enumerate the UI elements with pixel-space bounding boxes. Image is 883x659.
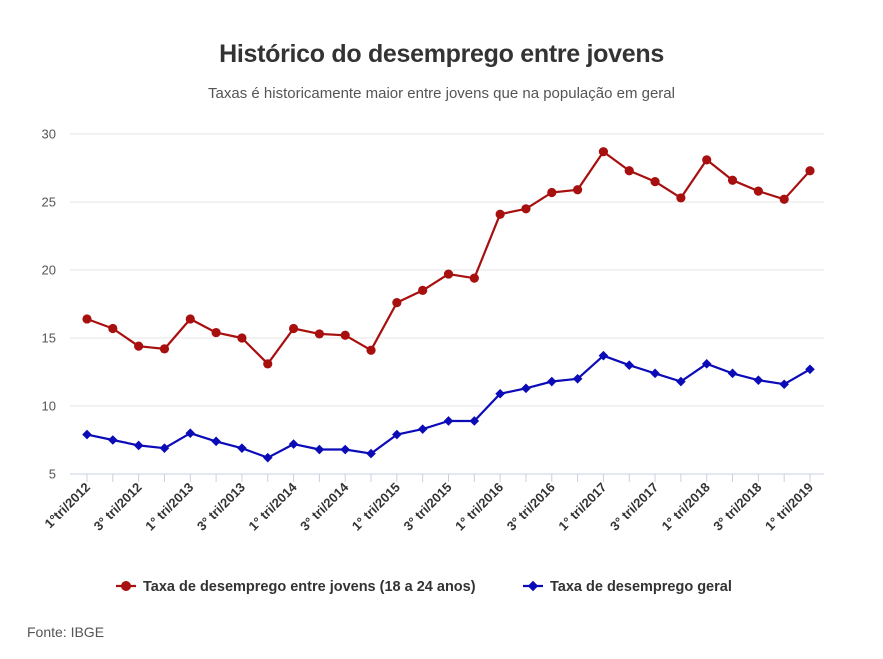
x-tick-label: 1° tri/2014 <box>246 479 301 534</box>
x-tick-label: 1° tri/2015 <box>349 480 403 534</box>
data-point <box>443 416 454 426</box>
data-point <box>263 359 273 369</box>
chart-subtitle: Taxas é historicamente maior entre joven… <box>208 85 675 102</box>
data-point <box>495 209 505 219</box>
data-point <box>573 185 583 195</box>
y-tick-label: 10 <box>42 399 56 414</box>
data-point <box>417 424 428 434</box>
x-tick-label: 3° tri/2016 <box>504 480 558 534</box>
data-point <box>392 429 402 440</box>
data-point <box>82 429 92 440</box>
data-point <box>572 374 583 384</box>
y-tick-label: 15 <box>42 331 56 346</box>
x-tick-label: 3° tri/2012 <box>91 480 145 534</box>
data-point <box>418 285 428 295</box>
data-point <box>366 345 376 355</box>
data-point <box>340 444 351 455</box>
source-note: Fonte: IBGE <box>27 624 105 640</box>
series-1 <box>82 147 815 369</box>
data-point <box>185 428 196 438</box>
legend-label: Taxa de desemprego entre jovens (18 a 24… <box>143 579 476 595</box>
data-point <box>366 448 376 459</box>
legend-marker <box>121 581 131 591</box>
data-point <box>624 166 634 176</box>
data-point <box>443 269 454 279</box>
data-point <box>288 323 299 334</box>
x-tick-label: 1° tri/2016 <box>452 480 506 534</box>
x-tick-label: 1° tri/2018 <box>659 480 713 534</box>
data-point <box>185 314 195 324</box>
data-point <box>469 273 479 283</box>
data-point <box>469 416 480 426</box>
data-point <box>159 443 170 453</box>
legend[interactable]: Taxa de desemprego entre jovens (18 a 24… <box>116 579 732 595</box>
x-tick-label: 1° tri/2017 <box>555 480 609 534</box>
data-point <box>133 440 144 451</box>
y-axis-ticks: 5 10 15 20 25 30 <box>42 127 56 482</box>
series-2 <box>82 350 815 463</box>
data-point <box>521 383 531 394</box>
legend-label: Taxa de desemprego geral <box>550 579 732 595</box>
data-point <box>624 360 635 370</box>
series-line <box>86 150 811 365</box>
series-lines <box>82 147 815 463</box>
x-tick-label: 3° tri/2013 <box>194 480 248 534</box>
chart-title: Histórico do desemprego entre jovens <box>219 40 664 68</box>
data-point <box>314 444 325 455</box>
data-point <box>82 314 92 324</box>
data-point <box>598 350 609 361</box>
data-point <box>108 323 118 334</box>
data-point <box>727 368 738 379</box>
data-point <box>779 194 789 204</box>
data-point <box>701 359 712 369</box>
data-point <box>805 364 815 375</box>
x-tick-label: 3° tri/2014 <box>297 479 352 534</box>
legend-marker <box>527 580 539 592</box>
data-point <box>288 439 299 449</box>
data-point <box>211 436 221 447</box>
legend-item[interactable]: Taxa de desemprego entre jovens (18 a 24… <box>116 579 476 595</box>
data-point <box>340 330 350 340</box>
data-point <box>702 155 712 165</box>
x-tick-label: 1° tri/2019 <box>762 480 816 534</box>
data-point <box>237 333 247 343</box>
data-point <box>805 166 815 176</box>
data-point <box>314 329 324 339</box>
grid-lines <box>70 133 824 475</box>
data-point <box>108 435 118 445</box>
data-point <box>211 327 221 338</box>
data-point <box>753 375 764 385</box>
x-tick-label: 3° tri/2018 <box>710 480 764 534</box>
data-point <box>598 147 609 157</box>
y-tick-label: 5 <box>49 467 56 482</box>
data-point <box>753 186 763 196</box>
data-point <box>546 376 557 387</box>
x-tick-label: 3° tri/2015 <box>400 480 454 534</box>
data-point <box>262 452 273 463</box>
data-point <box>237 443 247 453</box>
y-tick-label: 20 <box>42 263 56 278</box>
data-point <box>392 298 402 308</box>
data-point <box>547 187 557 198</box>
x-tick-label: 1° tri/2013 <box>142 480 196 534</box>
y-tick-label: 25 <box>42 195 56 210</box>
data-point <box>676 193 686 203</box>
data-point <box>779 379 789 390</box>
legend-item[interactable]: Taxa de desemprego geral <box>523 579 732 595</box>
data-point <box>650 368 660 379</box>
data-point <box>676 376 686 387</box>
data-point <box>495 388 505 399</box>
data-point <box>159 344 170 354</box>
y-tick-label: 30 <box>42 127 56 142</box>
data-point <box>521 204 531 214</box>
x-tick-label: 3° tri/2017 <box>607 480 661 534</box>
data-point <box>650 177 660 187</box>
data-point <box>727 175 738 185</box>
x-tick-label: 1°tri/2012 <box>42 480 94 532</box>
series-line <box>86 354 811 459</box>
data-point <box>134 341 144 351</box>
